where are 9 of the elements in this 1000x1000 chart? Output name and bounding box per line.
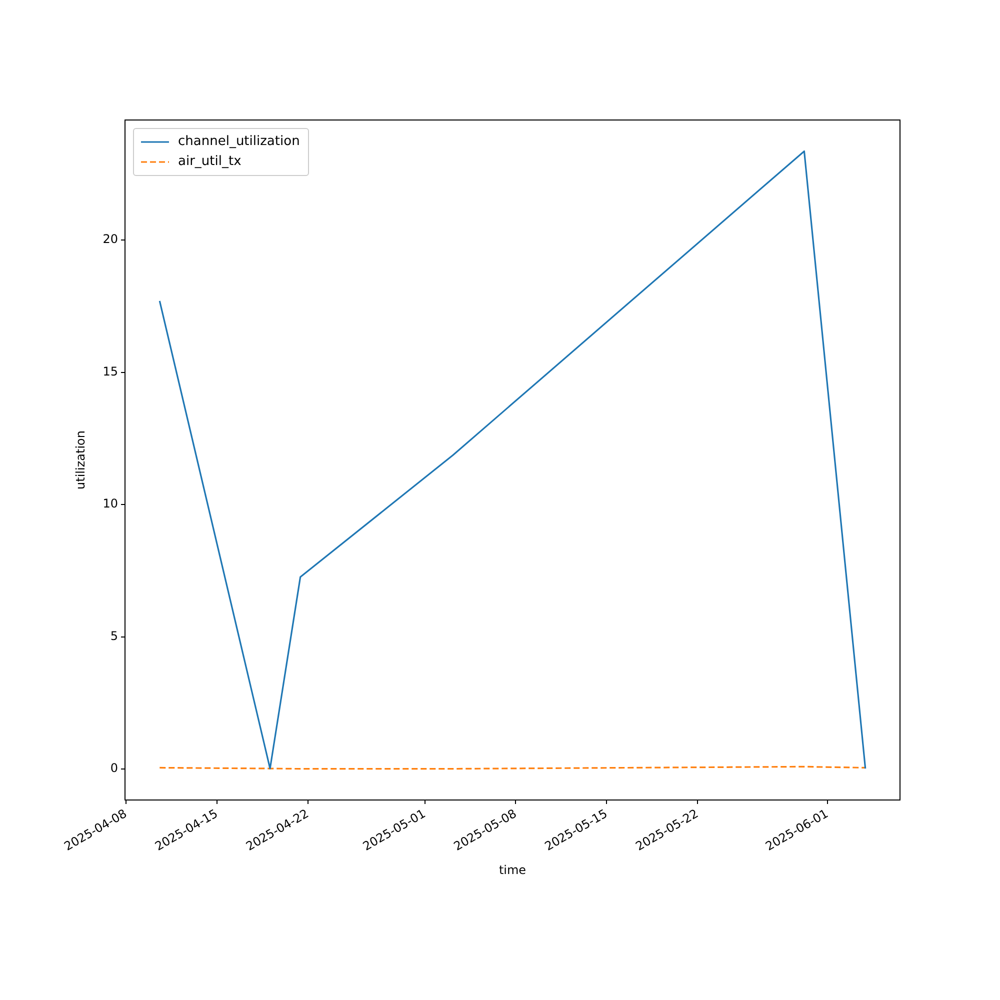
y-tick-label: 0	[110, 761, 118, 776]
y-tick-label: 5	[110, 628, 118, 643]
y-axis-title: utilization	[73, 430, 88, 490]
y-tick-label: 20	[102, 232, 118, 246]
y-tick-label: 10	[102, 496, 118, 511]
y-tick-label: 15	[102, 364, 118, 378]
legend-label: air_util_tx	[178, 153, 242, 171]
x-axis-title: time	[498, 862, 526, 877]
legend-label: channel_utilization	[178, 133, 300, 151]
